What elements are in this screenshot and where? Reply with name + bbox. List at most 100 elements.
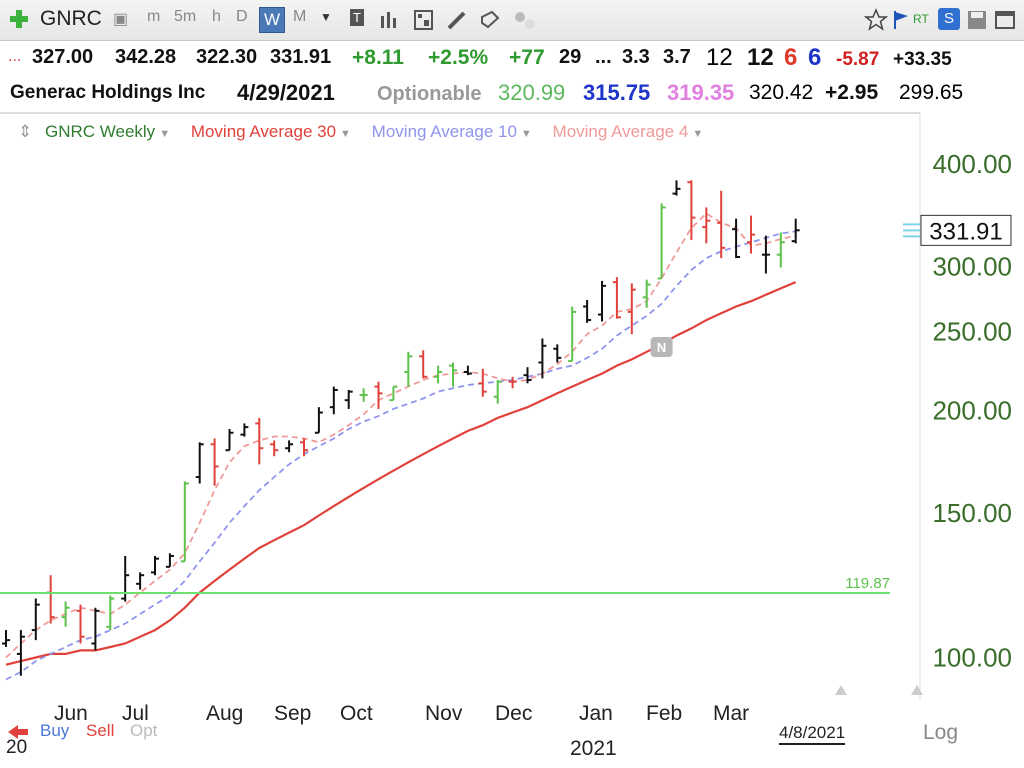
- event-marker[interactable]: [650, 337, 673, 358]
- period-m[interactable]: m: [147, 8, 161, 25]
- ohlc-bar[interactable]: [300, 438, 308, 457]
- ohlc-bar[interactable]: [16, 630, 25, 676]
- ohlc-bar[interactable]: [255, 417, 264, 465]
- ohlc-bar[interactable]: [493, 380, 502, 404]
- sell-button[interactable]: Sell: [86, 721, 115, 740]
- legend-item-ma10[interactable]: Moving Average 10: [371, 122, 517, 141]
- price-tick-label: 150.00: [932, 498, 1012, 528]
- ohlc-bar[interactable]: [329, 386, 338, 415]
- ohlc-bar[interactable]: [642, 279, 651, 308]
- legend-item-weekly[interactable]: GNRC Weekly: [44, 122, 156, 141]
- ohlc-bar[interactable]: [151, 555, 159, 576]
- ohlc-bar[interactable]: [687, 180, 696, 241]
- ohlc-bar[interactable]: [389, 385, 398, 402]
- star-icon[interactable]: [864, 8, 888, 32]
- ohlc-bar[interactable]: [747, 215, 755, 254]
- x-tick-label: Feb: [646, 702, 683, 725]
- buy-button[interactable]: Buy: [40, 721, 70, 740]
- ohlc-bar[interactable]: [285, 440, 294, 453]
- period-mo[interactable]: M: [293, 8, 307, 25]
- ohlc-bar[interactable]: [702, 207, 711, 244]
- ohlc-bar[interactable]: [672, 180, 681, 196]
- calculator-icon[interactable]: [413, 9, 435, 31]
- ohlc-bar[interactable]: [449, 362, 457, 387]
- period-5m[interactable]: 5m: [174, 8, 197, 25]
- plus-icon[interactable]: [8, 8, 30, 30]
- chevron-down-icon[interactable]: ▼: [340, 128, 351, 140]
- ohlc-bar[interactable]: [791, 218, 800, 244]
- ohlc-bar[interactable]: [478, 368, 487, 397]
- ohlc-bar[interactable]: [2, 630, 10, 647]
- period-w[interactable]: W: [259, 7, 285, 33]
- tag-icon[interactable]: [479, 9, 501, 31]
- window-icon[interactable]: [994, 9, 1016, 31]
- ohlc-bar[interactable]: [612, 277, 621, 319]
- scroll-up-icon[interactable]: [910, 684, 924, 696]
- ohlc-bar[interactable]: [136, 572, 145, 590]
- date-marker-label[interactable]: 4/8/2021: [779, 723, 846, 745]
- ohlc-bar[interactable]: [553, 344, 562, 363]
- ohlc-bar[interactable]: [270, 440, 279, 457]
- period-d[interactable]: D: [236, 8, 248, 25]
- ohlc-bar[interactable]: [314, 407, 323, 434]
- ohlc-bar[interactable]: [732, 218, 741, 259]
- flag-icon[interactable]: [891, 9, 911, 31]
- year-label: 2021: [570, 737, 617, 760]
- legend-item-ma30[interactable]: Moving Average 30: [190, 122, 337, 141]
- ohlc-bar[interactable]: [210, 438, 219, 486]
- ohlc-bar[interactable]: [344, 389, 353, 409]
- ohlc-bar[interactable]: [776, 232, 785, 268]
- last-price-label: 331.91: [929, 218, 1002, 245]
- buy-arrow-icon[interactable]: [6, 723, 30, 741]
- quote-date: 4/29/2021: [237, 80, 335, 105]
- opt-button[interactable]: Opt: [130, 721, 158, 740]
- ohlc-bar[interactable]: [538, 338, 547, 379]
- ohlc-bar[interactable]: [165, 553, 174, 568]
- symbol-field[interactable]: GNRC: [40, 7, 102, 30]
- ohlc-bar[interactable]: [657, 203, 666, 280]
- ohlc-bar[interactable]: [76, 604, 85, 644]
- text-icon[interactable]: T: [350, 9, 364, 26]
- ohlc-bar[interactable]: [761, 235, 770, 274]
- ohlc-bar[interactable]: [627, 283, 636, 335]
- save-icon[interactable]: [966, 9, 988, 31]
- ohlc-bar[interactable]: [240, 423, 249, 437]
- pencil-icon[interactable]: [446, 9, 468, 31]
- rt-icon[interactable]: RT: [913, 12, 929, 26]
- legend-item-ma4[interactable]: Moving Average 4: [552, 122, 689, 141]
- ohlc-bar[interactable]: [568, 306, 577, 362]
- scan-icon[interactable]: S: [938, 8, 960, 30]
- ohlc-bar[interactable]: [121, 555, 130, 602]
- ohlc-bar[interactable]: [434, 365, 443, 384]
- dropdown-icon[interactable]: ▼: [320, 10, 332, 24]
- ohlc-bar[interactable]: [523, 367, 532, 384]
- ohlc-bar[interactable]: [106, 595, 115, 631]
- ohlc-bar[interactable]: [598, 280, 606, 322]
- ohlc-bar[interactable]: [404, 351, 413, 387]
- scroll-up-icon[interactable]: [834, 684, 848, 696]
- sync-icon[interactable]: [512, 9, 538, 31]
- ohlc-bar[interactable]: [419, 350, 428, 379]
- ohlc-bar[interactable]: [225, 428, 234, 452]
- ohlc-bar[interactable]: [31, 598, 40, 641]
- ohlc-bar[interactable]: [180, 481, 189, 563]
- ohlc-bar[interactable]: [583, 299, 592, 323]
- ohlc-bar[interactable]: [61, 601, 70, 627]
- binoculars-icon[interactable]: ▣: [113, 11, 129, 28]
- period-h[interactable]: h: [212, 8, 221, 25]
- legend-grip-icon[interactable]: ⇕: [18, 122, 33, 141]
- ohlc-bar[interactable]: [508, 376, 517, 389]
- ohlc-bar[interactable]: [463, 365, 472, 376]
- ohlc-bar[interactable]: [195, 442, 204, 484]
- chevron-down-icon[interactable]: ▼: [692, 128, 704, 140]
- log-toggle[interactable]: Log: [923, 721, 959, 744]
- ohlc-bar[interactable]: [374, 381, 383, 409]
- bars-icon[interactable]: [379, 10, 401, 30]
- chevron-down-icon[interactable]: ▼: [520, 128, 532, 140]
- ohlc-bar[interactable]: [91, 607, 100, 651]
- chevron-down-icon[interactable]: ▼: [159, 128, 171, 140]
- ohlc-bar[interactable]: [359, 388, 368, 402]
- ohlc-bar[interactable]: [46, 575, 55, 624]
- ohlc-bar[interactable]: [717, 190, 726, 259]
